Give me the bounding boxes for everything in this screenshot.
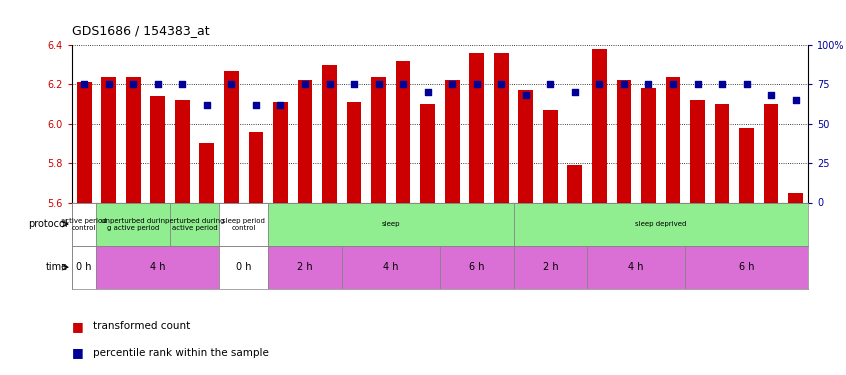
Bar xyxy=(396,61,410,202)
Bar xyxy=(72,202,96,246)
Text: 4 h: 4 h xyxy=(629,262,644,272)
Point xyxy=(666,81,679,87)
Bar xyxy=(273,102,288,202)
Point xyxy=(543,81,557,87)
Bar xyxy=(322,65,337,203)
Bar xyxy=(219,246,268,289)
Point xyxy=(175,81,189,87)
Point xyxy=(200,102,213,108)
Bar xyxy=(219,202,268,246)
Bar xyxy=(494,53,508,202)
Text: protocol: protocol xyxy=(28,219,68,229)
Point xyxy=(764,92,777,98)
Point xyxy=(690,81,704,87)
Text: 0 h: 0 h xyxy=(236,262,251,272)
Bar xyxy=(371,76,386,203)
Text: 2 h: 2 h xyxy=(542,262,558,272)
Bar xyxy=(592,49,607,202)
Bar xyxy=(268,202,514,246)
Text: sleep period
control: sleep period control xyxy=(222,217,265,231)
Point xyxy=(371,81,385,87)
Bar xyxy=(685,246,808,289)
Text: 4 h: 4 h xyxy=(383,262,398,272)
Bar xyxy=(151,96,165,202)
Bar xyxy=(739,128,754,202)
Bar xyxy=(514,246,587,289)
Bar xyxy=(690,100,705,202)
Point xyxy=(739,81,753,87)
Point xyxy=(126,81,140,87)
Bar xyxy=(715,104,729,202)
Text: 6 h: 6 h xyxy=(469,262,485,272)
Text: perturbed during
active period: perturbed during active period xyxy=(165,217,224,231)
Text: ■: ■ xyxy=(72,320,84,333)
Bar xyxy=(440,246,514,289)
Text: time: time xyxy=(46,262,68,272)
Point xyxy=(77,81,91,87)
Bar xyxy=(641,88,656,202)
Bar xyxy=(268,246,342,289)
Bar xyxy=(568,165,582,202)
Point xyxy=(347,81,360,87)
Bar xyxy=(587,246,685,289)
Text: unperturbed durin
g active period: unperturbed durin g active period xyxy=(102,217,165,231)
Point xyxy=(494,81,508,87)
Text: 0 h: 0 h xyxy=(76,262,92,272)
Point xyxy=(445,81,459,87)
Bar xyxy=(126,76,140,203)
Text: sleep deprived: sleep deprived xyxy=(635,221,686,227)
Bar xyxy=(298,81,312,203)
Point xyxy=(617,81,630,87)
Point xyxy=(592,81,606,87)
Bar xyxy=(249,132,263,203)
Bar xyxy=(342,246,440,289)
Bar xyxy=(170,202,219,246)
Point xyxy=(519,92,532,98)
Point xyxy=(788,97,802,103)
Bar xyxy=(72,246,96,289)
Text: sleep: sleep xyxy=(382,221,400,227)
Point xyxy=(249,102,262,108)
Bar xyxy=(175,100,190,202)
Point xyxy=(298,81,311,87)
Bar xyxy=(77,82,91,203)
Bar xyxy=(666,76,680,203)
Point xyxy=(102,81,115,87)
Point xyxy=(420,89,434,95)
Text: transformed count: transformed count xyxy=(93,321,190,331)
Bar xyxy=(347,102,361,202)
Point xyxy=(396,81,409,87)
Text: ■: ■ xyxy=(72,346,84,359)
Bar xyxy=(224,70,239,202)
Point xyxy=(641,81,655,87)
Bar xyxy=(200,144,214,202)
Bar xyxy=(445,81,459,203)
Text: 4 h: 4 h xyxy=(150,262,166,272)
Point xyxy=(470,81,483,87)
Point xyxy=(224,81,238,87)
Text: active period
control: active period control xyxy=(62,217,107,231)
Bar xyxy=(519,90,533,202)
Text: GDS1686 / 154383_at: GDS1686 / 154383_at xyxy=(72,24,210,38)
Bar xyxy=(514,202,808,246)
Bar xyxy=(788,193,803,202)
Bar xyxy=(102,76,116,203)
Bar xyxy=(617,81,631,203)
Bar xyxy=(96,246,219,289)
Point xyxy=(273,102,287,108)
Point xyxy=(568,89,581,95)
Bar xyxy=(764,104,778,202)
Bar xyxy=(543,110,558,202)
Bar xyxy=(420,104,435,202)
Point xyxy=(715,81,728,87)
Bar xyxy=(96,202,170,246)
Text: percentile rank within the sample: percentile rank within the sample xyxy=(93,348,269,357)
Bar xyxy=(470,53,484,202)
Point xyxy=(322,81,336,87)
Text: 2 h: 2 h xyxy=(297,262,313,272)
Text: 6 h: 6 h xyxy=(739,262,755,272)
Point xyxy=(151,81,164,87)
